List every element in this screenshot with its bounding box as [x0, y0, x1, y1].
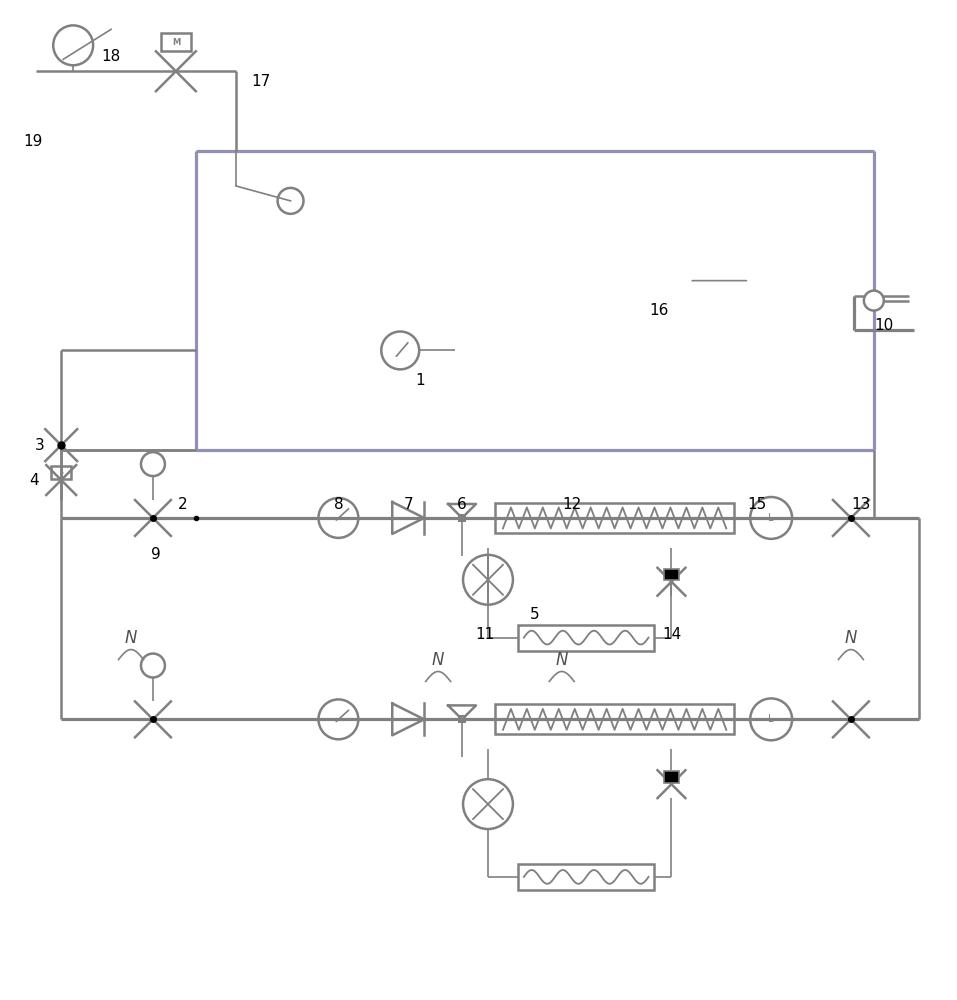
- Text: N: N: [432, 651, 444, 669]
- Text: 13: 13: [851, 497, 871, 512]
- Text: 3: 3: [34, 438, 44, 453]
- Bar: [52, 466, 71, 479]
- Text: 4: 4: [30, 473, 39, 488]
- Text: 1: 1: [415, 373, 425, 388]
- Text: 12: 12: [562, 497, 581, 512]
- Text: N: N: [556, 651, 568, 669]
- Text: 17: 17: [251, 74, 270, 89]
- Text: 2: 2: [178, 497, 188, 512]
- Text: N: N: [124, 629, 137, 647]
- Text: L: L: [768, 513, 774, 523]
- Bar: [495, 704, 734, 734]
- Bar: [495, 503, 734, 533]
- Text: 16: 16: [650, 303, 669, 318]
- Text: S: S: [59, 470, 63, 475]
- Bar: [161, 33, 190, 51]
- Bar: [664, 771, 679, 783]
- Text: 18: 18: [101, 49, 121, 64]
- Text: M: M: [171, 38, 180, 47]
- Text: 9: 9: [151, 547, 161, 562]
- Text: 15: 15: [747, 497, 767, 512]
- Text: 10: 10: [874, 318, 894, 333]
- Text: 7: 7: [404, 497, 413, 512]
- Text: 14: 14: [662, 627, 681, 642]
- Bar: [518, 625, 655, 651]
- Text: L: L: [768, 714, 774, 724]
- Bar: [664, 569, 679, 580]
- Text: 6: 6: [457, 497, 467, 512]
- Text: 11: 11: [476, 627, 495, 642]
- Text: 5: 5: [530, 607, 540, 622]
- Circle shape: [864, 291, 884, 311]
- Text: 19: 19: [24, 134, 43, 149]
- Bar: [518, 864, 655, 890]
- Text: N: N: [845, 629, 857, 647]
- Text: 8: 8: [334, 497, 344, 512]
